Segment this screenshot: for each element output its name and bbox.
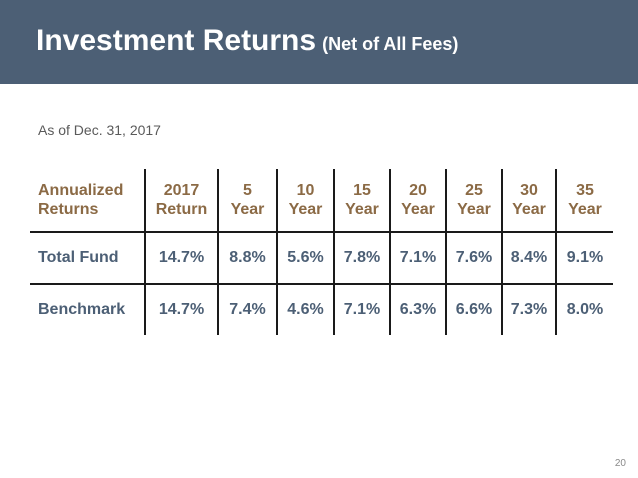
value-cell: 9.1%	[555, 232, 613, 285]
row-label: Benchmark	[38, 301, 126, 318]
value-cell: 7.4%	[217, 284, 277, 335]
header-cell-5-year: 5 Year	[217, 169, 277, 233]
title-main: Investment Returns	[36, 24, 317, 57]
title-banner: Investment Returns (Net of All Fees)	[0, 0, 638, 84]
title-subtitle: (Net of All Fees)	[322, 34, 459, 54]
table-header-row: Annualized Returns 2017 Return 5 Year 10 Yea…	[30, 169, 613, 233]
value-cell: 14.7%	[144, 284, 218, 335]
value-cell: 6.3%	[389, 284, 446, 335]
as-of-date: As of Dec. 31, 2017	[38, 122, 161, 138]
row-label: Total Fund	[30, 232, 145, 285]
value-cell: 5.6%	[276, 232, 334, 285]
page-number: 20	[614, 458, 626, 469]
value-cell: 7.8%	[333, 232, 390, 285]
header-cell-10-year: 10 Year	[276, 169, 334, 233]
value-cell: 8.4%	[501, 232, 556, 285]
header-cell-annualized-returns: Annualized Returns	[30, 169, 145, 233]
table-row-total-fund: Total Fund 14.7% 8.8% 5.6% 7.8% 7.1% 7.6…	[30, 232, 613, 285]
header-cell-30-year: 30 Year	[501, 169, 556, 233]
header-cell-25-year: 25 Year	[445, 169, 502, 233]
header-cell-15-year: 15 Year	[333, 169, 390, 233]
value-cell: 7.1%	[389, 232, 446, 285]
value-cell: 8.0%	[555, 284, 613, 335]
header-cell-20-year: 20 Year	[389, 169, 446, 233]
value-cell: 7.3%	[501, 284, 556, 335]
value-cell: 14.7%	[144, 232, 218, 285]
value-cell: 6.6%	[445, 284, 502, 335]
header-cell-35-year: 35 Year	[555, 169, 613, 233]
value-cell: 4.6%	[276, 284, 334, 335]
returns-table: Annualized Returns 2017 Return 5 Year 10 Yea…	[30, 169, 613, 335]
value-cell: 7.1%	[333, 284, 390, 335]
page-title: Investment Returns (Net of All Fees)	[36, 24, 458, 58]
value-cell: 7.6%	[445, 232, 502, 285]
header-cell-2017-return: 2017 Return	[144, 169, 218, 233]
table-row-benchmark: Benchmark 14.7% 7.4% 4.6% 7.1% 6.3% 6.6%…	[30, 284, 613, 335]
value-cell: 8.8%	[217, 232, 277, 285]
